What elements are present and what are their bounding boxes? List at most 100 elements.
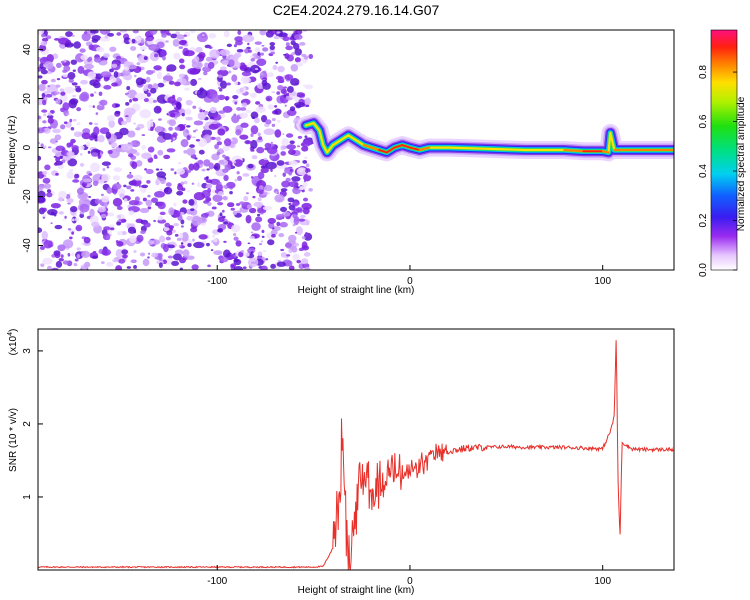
noise-dot <box>176 96 183 102</box>
noise-dot <box>63 121 68 125</box>
noise-dot <box>38 190 46 199</box>
noise-dot <box>270 169 273 172</box>
noise-dot <box>220 256 229 263</box>
noise-dot <box>69 206 78 213</box>
noise-dot <box>257 171 265 180</box>
noise-dot <box>185 99 193 106</box>
snr-x-tick-label: 0 <box>407 576 413 587</box>
noise-dot <box>218 181 222 185</box>
noise-dots <box>38 30 315 270</box>
noise-dot <box>125 117 132 123</box>
noise-dot <box>73 131 82 138</box>
noise-dot <box>76 122 81 126</box>
noise-dot <box>274 105 278 108</box>
noise-dot <box>147 84 153 89</box>
noise-dot <box>216 141 222 146</box>
noise-dot <box>54 252 61 259</box>
noise-dot <box>285 260 293 267</box>
noise-dot <box>113 192 117 195</box>
noise-dot <box>173 202 177 207</box>
noise-dot <box>69 236 73 240</box>
noise-dot <box>106 235 111 241</box>
noise-dot <box>267 72 274 78</box>
noise-dot <box>116 240 124 247</box>
noise-dot <box>259 52 265 56</box>
noise-dot <box>122 254 128 259</box>
noise-dot <box>179 64 186 70</box>
noise-dot <box>261 44 265 47</box>
noise-dot <box>281 180 290 188</box>
noise-dot <box>284 167 289 170</box>
noise-dot <box>77 85 81 88</box>
noise-dot <box>105 131 112 140</box>
noise-dot <box>39 62 44 69</box>
noise-dot <box>103 85 112 90</box>
noise-dot <box>67 202 71 205</box>
noise-dot <box>179 232 184 239</box>
noise-dot <box>50 78 56 83</box>
noise-dot <box>71 145 79 151</box>
noise-dot <box>212 235 216 238</box>
noise-dot <box>166 67 171 72</box>
noise-dot <box>271 91 276 93</box>
noise-dot <box>107 149 113 155</box>
spectrogram-y-tick-label: -40 <box>22 238 33 253</box>
noise-dot <box>255 106 266 113</box>
noise-dot <box>220 113 226 118</box>
noise-dot <box>135 127 141 131</box>
noise-dot <box>247 163 254 169</box>
noise-dot <box>88 104 93 108</box>
noise-dot <box>112 175 121 181</box>
noise-dot <box>63 59 67 63</box>
noise-dot <box>270 263 277 269</box>
noise-dot <box>233 81 238 86</box>
noise-dot <box>258 185 264 191</box>
noise-dot <box>244 140 252 145</box>
noise-dot <box>176 34 185 40</box>
noise-dot <box>136 234 144 243</box>
noise-dot <box>38 30 45 35</box>
noise-dot <box>203 71 208 76</box>
noise-dot <box>186 169 192 173</box>
noise-dot <box>284 74 294 81</box>
noise-dot <box>247 49 252 53</box>
noise-dot <box>60 124 66 130</box>
noise-dot <box>147 256 150 259</box>
noise-dot <box>178 73 185 79</box>
noise-dot <box>79 162 85 167</box>
noise-dot <box>292 253 300 261</box>
noise-dot <box>90 93 94 97</box>
noise-dot <box>270 229 278 236</box>
noise-dot <box>46 192 53 198</box>
noise-dot <box>168 207 175 216</box>
noise-dot <box>42 170 48 175</box>
noise-dot <box>278 76 285 83</box>
noise-dot <box>302 182 308 187</box>
noise-dot <box>308 54 314 59</box>
noise-dot <box>126 185 132 190</box>
noise-dot <box>187 190 190 193</box>
noise-dot <box>153 65 162 71</box>
signal-track-peak <box>418 146 431 151</box>
noise-dot <box>270 51 276 55</box>
noise-dot <box>64 215 67 219</box>
noise-dot <box>174 213 181 218</box>
noise-dot <box>93 126 100 136</box>
noise-dot <box>162 55 166 61</box>
noise-dot <box>62 73 68 78</box>
noise-dot <box>101 195 110 203</box>
noise-dot <box>97 135 105 143</box>
noise-dot <box>106 187 113 194</box>
noise-dot <box>191 61 203 70</box>
noise-dot <box>152 239 161 245</box>
noise-dot <box>282 36 290 42</box>
noise-dot <box>38 127 45 134</box>
noise-dot <box>64 42 74 48</box>
noise-dot <box>152 99 158 103</box>
noise-dot <box>147 252 151 255</box>
noise-dot <box>135 160 143 167</box>
noise-dot <box>176 168 186 175</box>
noise-dot <box>178 46 184 49</box>
noise-dot <box>187 67 200 75</box>
noise-dot <box>97 206 106 213</box>
